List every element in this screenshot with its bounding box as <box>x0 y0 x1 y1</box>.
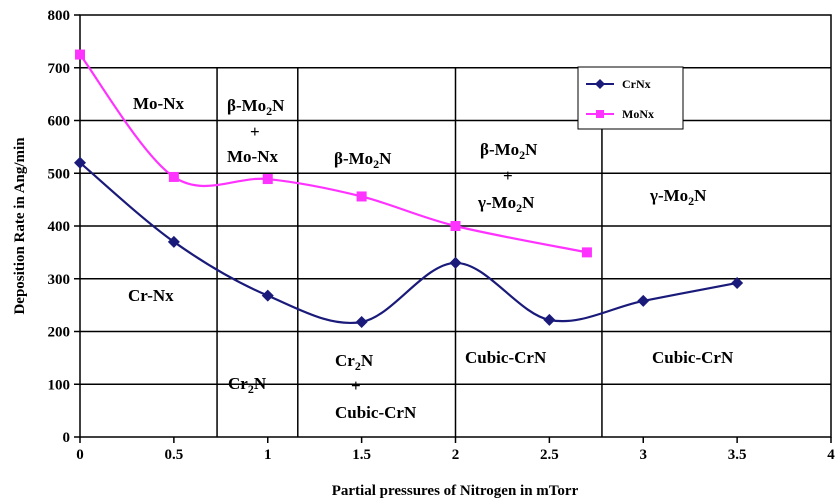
annotation-beta-mo2n-a: β-Mo2N <box>227 96 285 118</box>
x-axis-title: Partial pressures of Nitrogen in mTorr <box>332 483 579 499</box>
series-crnx <box>74 156 744 329</box>
annotation-beta-mo2n-c: β-Mo2N <box>480 140 538 162</box>
annotation-gamma-mo2n-a: γ-Mo2N <box>477 193 535 215</box>
legend-box <box>577 66 684 130</box>
point-crnx-0 <box>74 156 86 169</box>
series-line-monx <box>79 53 588 254</box>
annotation-mo-nx: Mo-Nx <box>133 94 184 113</box>
point-monx-0 <box>75 49 85 60</box>
y-tick-label-600: 600 <box>48 114 71 130</box>
legend-marker-monx <box>596 110 604 118</box>
annotation-cubic-crn-a: Cubic-CrN <box>335 403 417 422</box>
legend-label-monx: MoNx <box>622 107 654 121</box>
legend-marker-crnx <box>595 79 605 89</box>
point-crnx-2 <box>261 289 274 302</box>
y-axis-title: Deposition Rate in Ang/min <box>12 137 28 315</box>
annotation-plus-1: + <box>250 122 260 141</box>
legend-label-crnx: CrNx <box>622 77 651 91</box>
y-tick-label-0: 0 <box>63 430 71 446</box>
y-tick-label-300: 300 <box>48 272 71 288</box>
annotation-cr-nx: Cr-Nx <box>128 286 174 305</box>
point-crnx-5 <box>543 313 556 326</box>
x-tick-label-3: 3 <box>640 447 648 463</box>
series-group <box>74 49 744 329</box>
y-tick-label-500: 500 <box>48 166 71 182</box>
point-crnx-7 <box>731 276 744 289</box>
annotation-plus-2: + <box>503 166 513 185</box>
point-monx-5 <box>581 247 592 258</box>
point-monx-1 <box>168 171 179 182</box>
x-tick-label-3.5: 3.5 <box>728 447 747 463</box>
y-tick-label-800: 800 <box>48 8 71 24</box>
x-tick-label-2: 2 <box>452 447 460 463</box>
annotation-beta-mo2n-b: β-Mo2N <box>334 149 392 171</box>
region-dividers <box>216 67 603 437</box>
annotation-plus-3: + <box>351 376 361 395</box>
x-tick-label-2.5: 2.5 <box>540 447 559 463</box>
x-tick-label-4: 4 <box>827 447 835 463</box>
x-axis-ticks: 0 0.5 1 1.5 2 2.5 3 3.5 4 <box>76 437 835 463</box>
point-monx-3 <box>356 191 367 202</box>
y-tick-label-400: 400 <box>48 219 71 235</box>
x-tick-label-1.5: 1.5 <box>352 447 371 463</box>
annotation-mo-nx-2: Mo-Nx <box>227 147 278 166</box>
point-crnx-3 <box>355 316 368 329</box>
annotation-cr2n-b: Cr2N <box>335 351 374 373</box>
y-tick-label-100: 100 <box>48 377 71 393</box>
annotation-gamma-mo2n-b: γ-Mo2N <box>649 186 707 208</box>
legend: CrNx MoNx <box>577 66 684 130</box>
point-monx-4 <box>450 221 461 231</box>
x-tick-label-0.5: 0.5 <box>165 447 184 463</box>
point-crnx-1 <box>167 235 180 248</box>
point-crnx-6 <box>637 294 650 307</box>
point-crnx-4 <box>449 256 462 269</box>
series-monx <box>75 49 592 258</box>
point-monx-2 <box>262 174 273 185</box>
y-tick-label-700: 700 <box>48 61 71 77</box>
x-tick-label-1: 1 <box>264 447 272 463</box>
annotation-cr2n-a: Cr2N <box>228 374 267 396</box>
annotations: Mo-Nx β-Mo2N + Mo-Nx β-Mo2N β-Mo2N + γ-M… <box>128 94 734 422</box>
x-tick-label-0: 0 <box>76 447 84 463</box>
annotation-cubic-crn-b: Cubic-CrN <box>465 348 547 367</box>
series-line-crnx <box>79 161 738 325</box>
annotation-cubic-crn-c: Cubic-CrN <box>652 348 734 367</box>
y-tick-label-200: 200 <box>48 325 71 341</box>
y-axis-ticks: 0 100 200 300 400 500 600 700 800 <box>48 8 80 446</box>
